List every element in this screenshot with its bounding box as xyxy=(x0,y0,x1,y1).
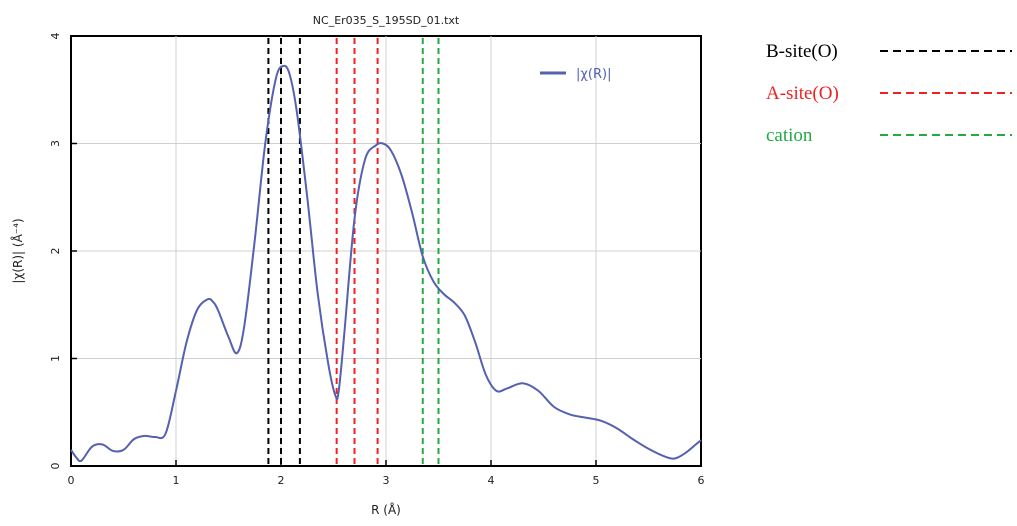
y-tick-label: 1 xyxy=(49,355,62,362)
y-tick-label: 3 xyxy=(49,140,62,147)
x-tick-label: 4 xyxy=(488,474,495,487)
chart-title: NC_Er035_S_195SD_01.txt xyxy=(313,14,460,27)
series-line xyxy=(70,64,702,463)
x-tick-label: 6 xyxy=(698,474,705,487)
x-axis-ticks: 0 1 2 3 4 5 6 xyxy=(68,460,705,487)
y-axis-label: |χ(R)| (Å⁻⁴) xyxy=(10,218,25,283)
y-tick-label: 4 xyxy=(49,33,62,40)
x-axis-label: R (Å) xyxy=(371,502,401,517)
y-tick-label: 2 xyxy=(49,248,62,255)
key-label: cation xyxy=(766,125,813,146)
key-label: B-site(O) xyxy=(766,41,838,62)
y-axis-ticks: 0 1 2 3 4 xyxy=(49,33,77,470)
series-group xyxy=(70,64,702,463)
x-tick-label: 2 xyxy=(278,474,285,487)
x-tick-label: 0 xyxy=(68,474,75,487)
legend-label: |χ(R)| xyxy=(576,67,611,82)
legend: |χ(R)| xyxy=(540,67,611,82)
line-key: B-site(O) A-site(O) cation xyxy=(766,41,1012,146)
x-tick-label: 1 xyxy=(173,474,180,487)
reference-lines xyxy=(267,38,440,464)
key-label: A-site(O) xyxy=(766,83,839,104)
x-tick-label: 3 xyxy=(383,474,390,487)
y-tick-label: 0 xyxy=(49,463,62,470)
x-tick-label: 5 xyxy=(593,474,600,487)
